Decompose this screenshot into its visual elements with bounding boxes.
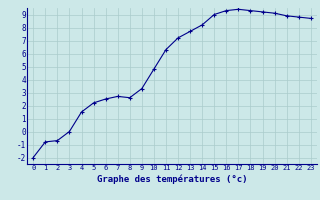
X-axis label: Graphe des températures (°c): Graphe des températures (°c) [97, 174, 247, 184]
